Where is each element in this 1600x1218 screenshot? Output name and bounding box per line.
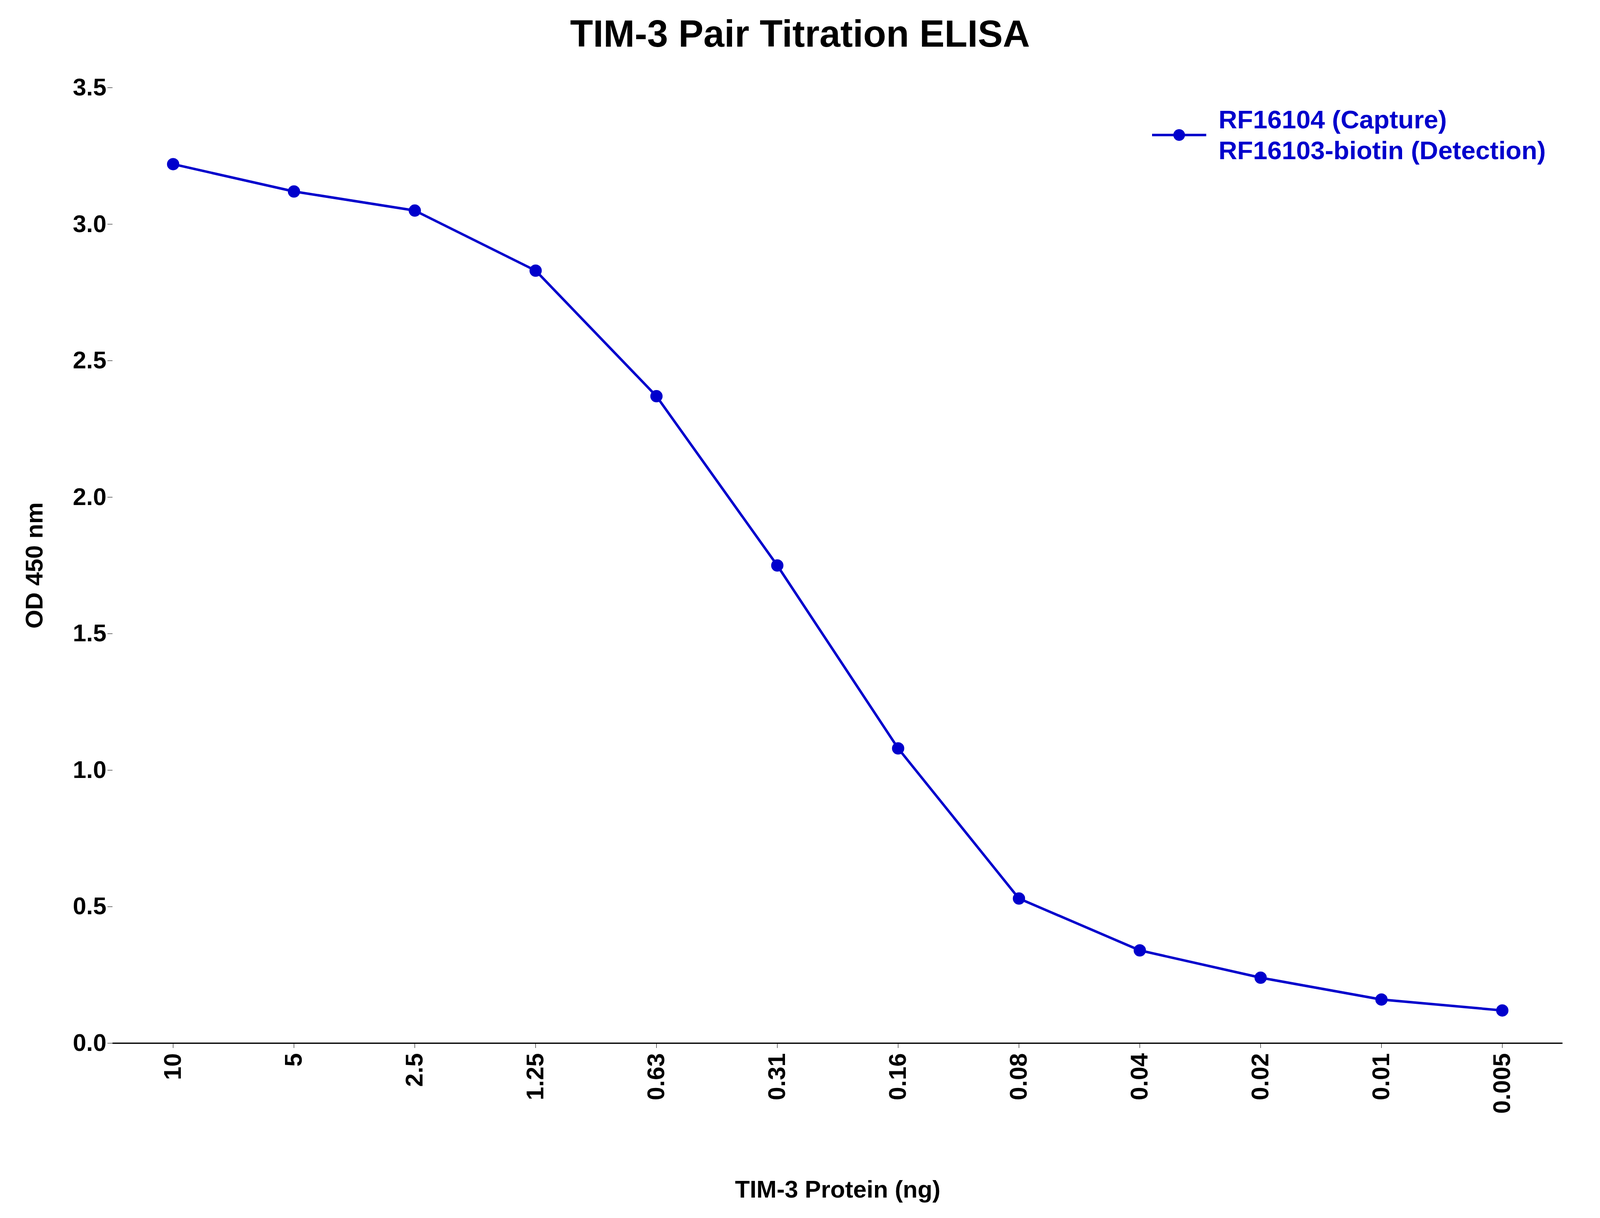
html-text:TIM-3 Pair Titration ELISA: TIM-3 Pair Titration ELISA <box>570 12 1030 55</box>
html-text:RF16104 (Capture): RF16104 (Capture) <box>1218 105 1447 134</box>
svg-text:TIM-3 Protein (ng): TIM-3 Protein (ng) <box>735 1175 941 1203</box>
svg-text:0.08: 0.08 <box>1004 1053 1032 1101</box>
svg-text:2.5: 2.5 <box>72 346 107 374</box>
svg-text:0.31: 0.31 <box>762 1053 790 1101</box>
svg-text:0.01: 0.01 <box>1367 1053 1395 1101</box>
svg-text:2.5: 2.5 <box>400 1053 428 1088</box>
svg-text:0.02: 0.02 <box>1246 1053 1274 1101</box>
svg-text:1.25: 1.25 <box>521 1053 549 1101</box>
svg-text:0.005: 0.005 <box>1487 1053 1515 1114</box>
svg-text:0.16: 0.16 <box>883 1053 911 1101</box>
svg-text:10: 10 <box>158 1053 186 1081</box>
html-text:RF16103-biotin (Detection): RF16103-biotin (Detection) <box>1218 136 1546 165</box>
svg-text:0.63: 0.63 <box>642 1053 670 1101</box>
svg-text:5: 5 <box>279 1053 307 1067</box>
svg-text:3.0: 3.0 <box>72 210 107 238</box>
svg-text:OD 450 nm: OD 450 nm <box>20 502 48 629</box>
svg-text:0.5: 0.5 <box>72 892 107 920</box>
svg-text:1.5: 1.5 <box>72 619 107 647</box>
svg-text:0.04: 0.04 <box>1125 1053 1153 1101</box>
svg-text:0.0: 0.0 <box>72 1028 107 1056</box>
svg-text:3.5: 3.5 <box>72 73 107 101</box>
svg-text:2.0: 2.0 <box>72 482 107 510</box>
svg-text:1.0: 1.0 <box>72 755 107 783</box>
